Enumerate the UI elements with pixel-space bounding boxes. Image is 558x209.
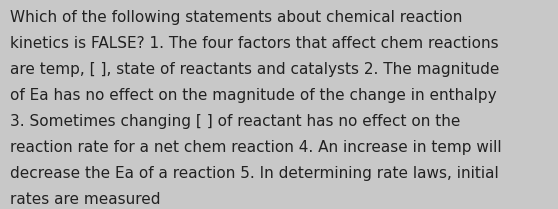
Text: rates are measured: rates are measured (10, 192, 161, 207)
Text: Which of the following statements about chemical reaction: Which of the following statements about … (10, 10, 463, 25)
Text: kinetics is FALSE? 1. The four factors that affect chem reactions: kinetics is FALSE? 1. The four factors t… (10, 36, 499, 51)
Text: 3. Sometimes changing [ ] of reactant has no effect on the: 3. Sometimes changing [ ] of reactant ha… (10, 114, 460, 129)
Text: are temp, [ ], state of reactants and catalysts 2. The magnitude: are temp, [ ], state of reactants and ca… (10, 62, 499, 77)
Text: decrease the Ea of a reaction 5. In determining rate laws, initial: decrease the Ea of a reaction 5. In dete… (10, 166, 499, 181)
Text: of Ea has no effect on the magnitude of the change in enthalpy: of Ea has no effect on the magnitude of … (10, 88, 497, 103)
Text: reaction rate for a net chem reaction 4. An increase in temp will: reaction rate for a net chem reaction 4.… (10, 140, 502, 155)
